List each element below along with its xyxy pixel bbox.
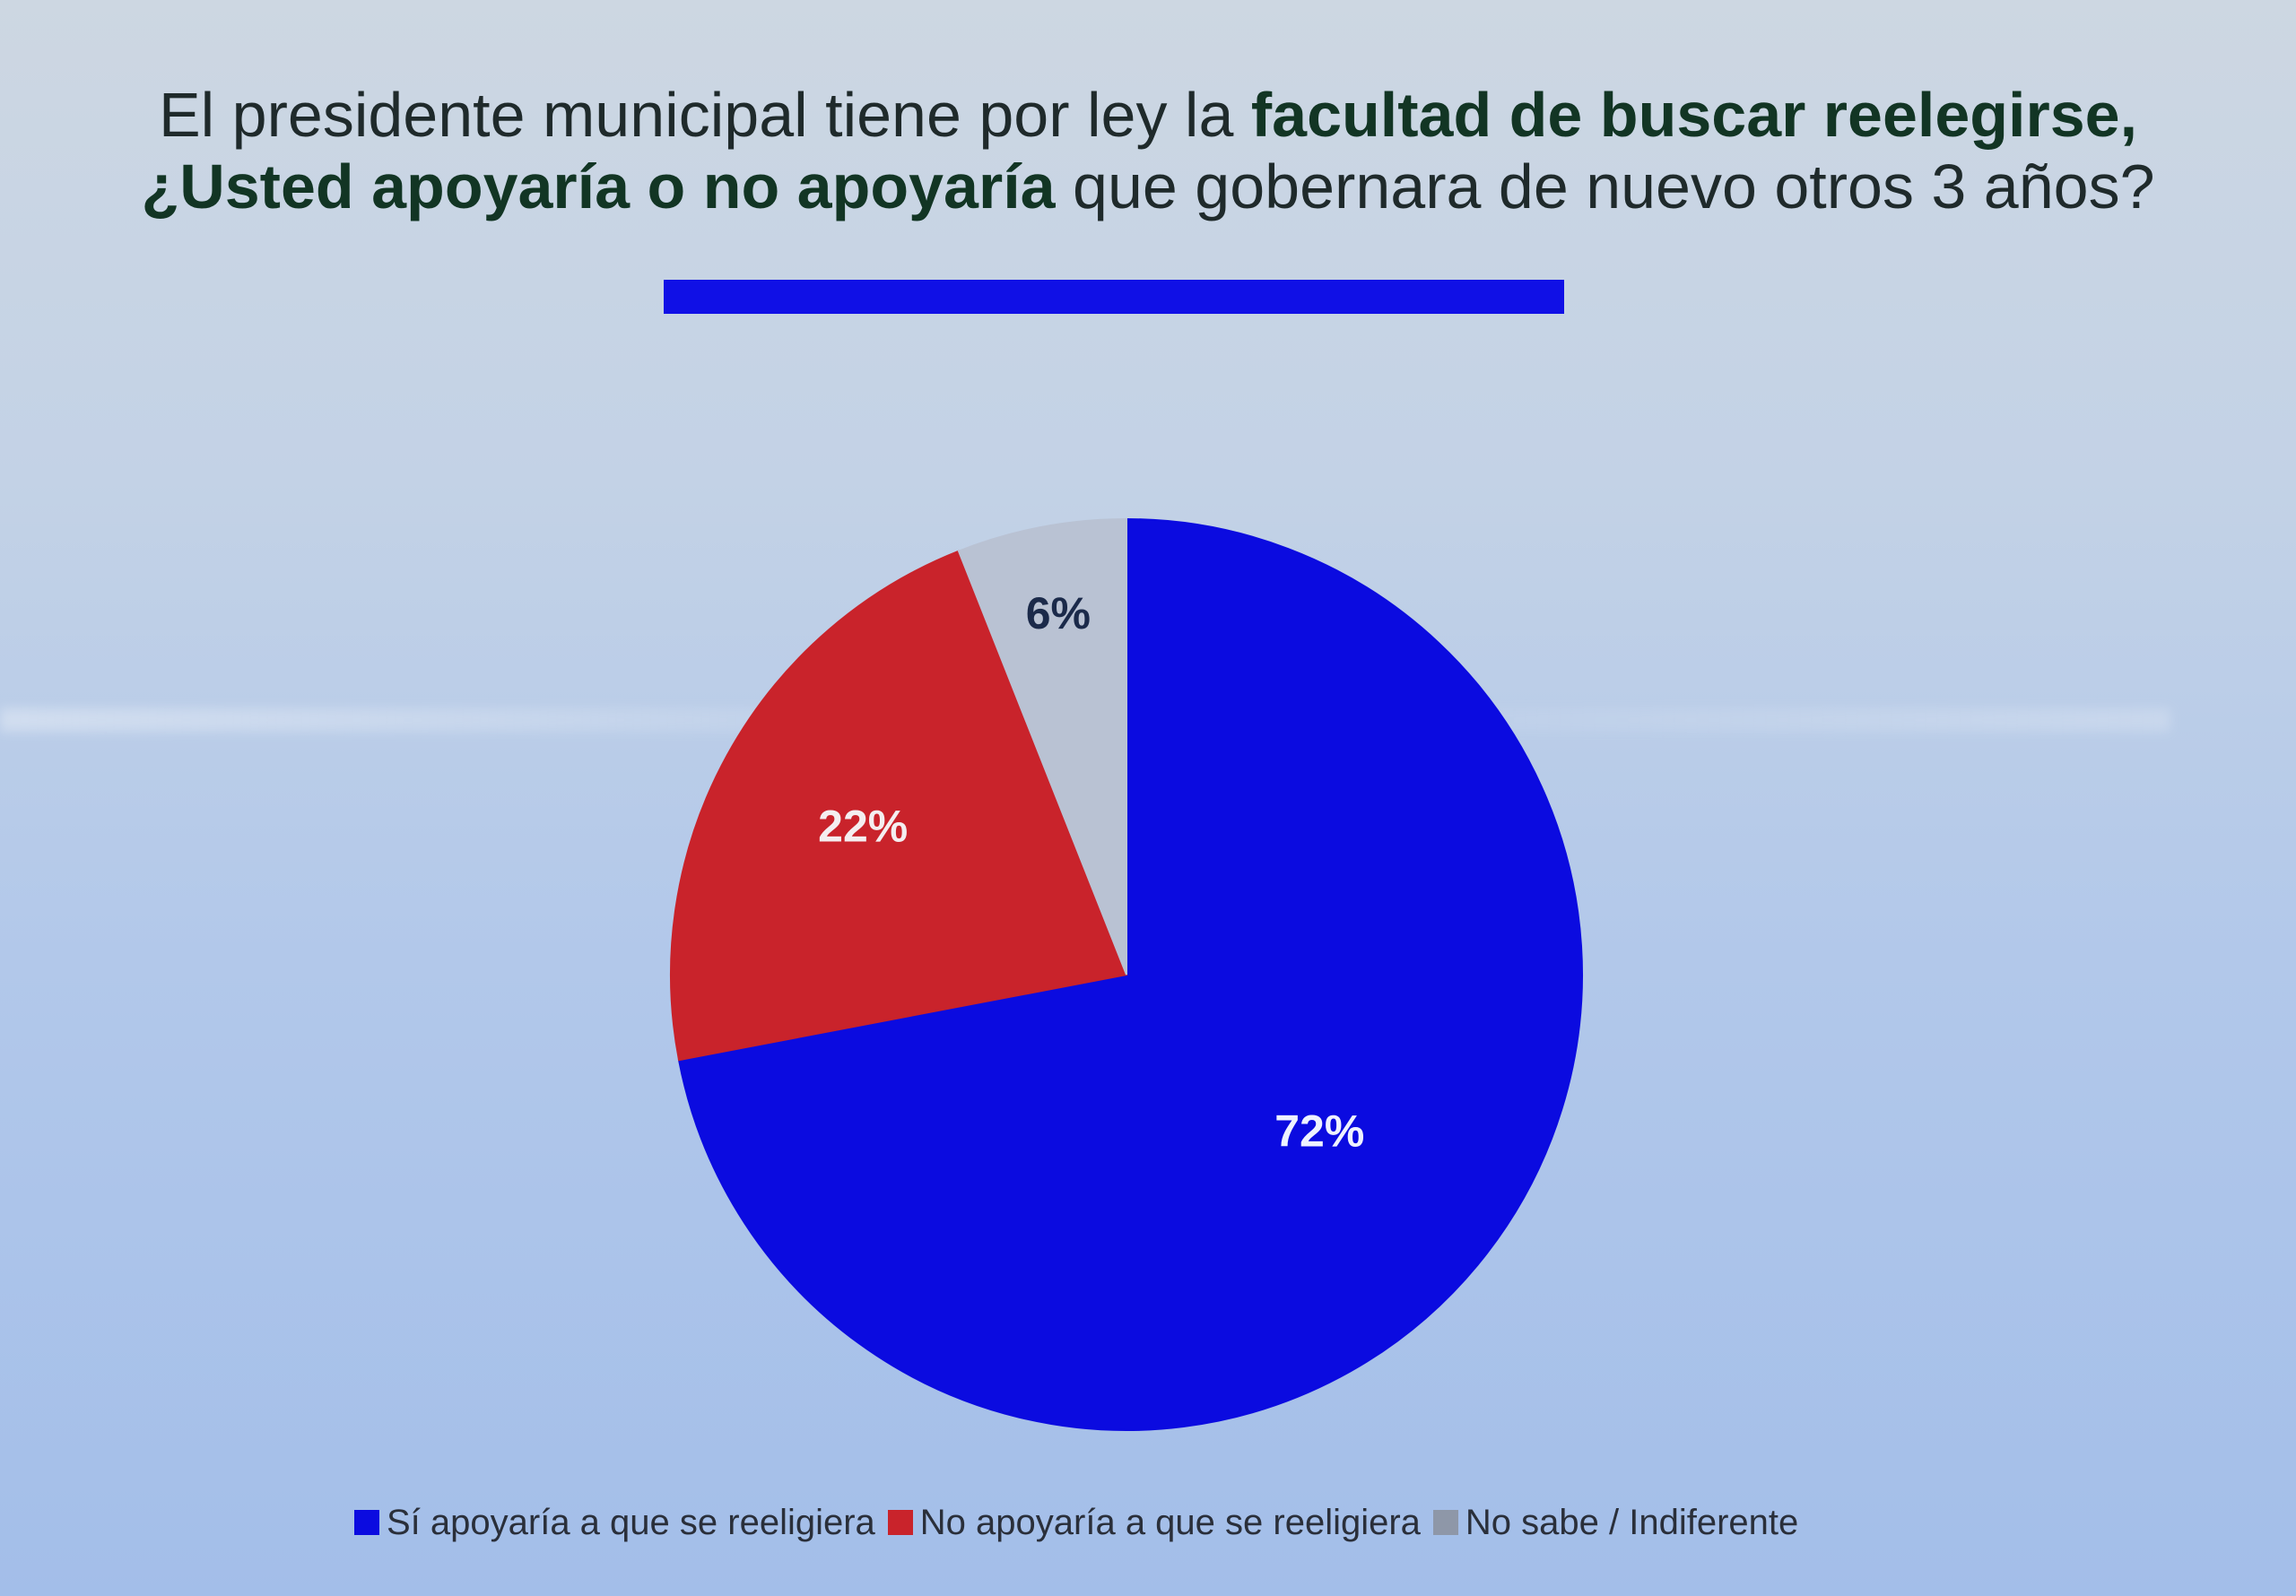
legend-item-0: Sí apoyaría a que se reeligiera — [354, 1503, 875, 1543]
legend-swatch-2 — [1432, 1510, 1458, 1535]
pie-slice-label-1: 22% — [818, 802, 908, 852]
title-line1-regular: El presidente municipal tiene por ley la — [158, 80, 1251, 150]
legend-label-2: No sabe / Indiferente — [1465, 1502, 1799, 1542]
legend-swatch-1 — [887, 1510, 913, 1535]
legend-swatch-0 — [354, 1510, 379, 1535]
legend-item-2: No sabe / Indiferente — [1432, 1502, 1799, 1543]
title-line1-bold: facultad de buscar reelegirse, — [1250, 80, 2138, 150]
pie-slice-2 — [957, 517, 1127, 976]
legend-label-1: No apoyaría a que se reeligiera — [919, 1502, 1421, 1542]
title-line2-bold: ¿Usted apoyaría o no apoyaría — [141, 152, 1056, 221]
legend-label-0: Sí apoyaría a que se reeligiera — [387, 1502, 875, 1542]
title-line-2: ¿Usted apoyaría o no apoyaría que gobern… — [36, 151, 2260, 222]
title-line-1: El presidente municipal tiene por ley la… — [36, 79, 2260, 151]
title-line2-regular: que gobernara de nuevo otros 3 años? — [1055, 152, 2155, 221]
chart-legend: Sí apoyaría a que se reeligiera No apoyar… — [354, 1496, 1969, 1549]
pie-slice-label-2: 6% — [1026, 588, 1091, 638]
pie-slice-label-0: 72% — [1274, 1106, 1364, 1156]
legend-item-1: No apoyaría a que se reeligiera — [887, 1502, 1421, 1543]
title-underline-rule — [664, 280, 1564, 314]
pie-slice-0 — [677, 517, 1583, 1431]
pie-slice-1 — [670, 550, 1128, 1062]
chart-title: El presidente municipal tiene por ley la… — [36, 79, 2260, 222]
